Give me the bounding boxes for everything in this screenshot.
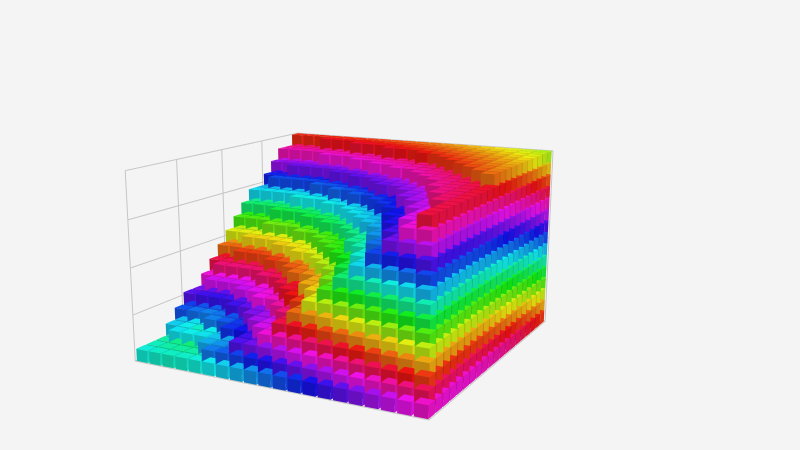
axes-grid xyxy=(124,132,554,421)
figure-canvas xyxy=(0,0,800,450)
